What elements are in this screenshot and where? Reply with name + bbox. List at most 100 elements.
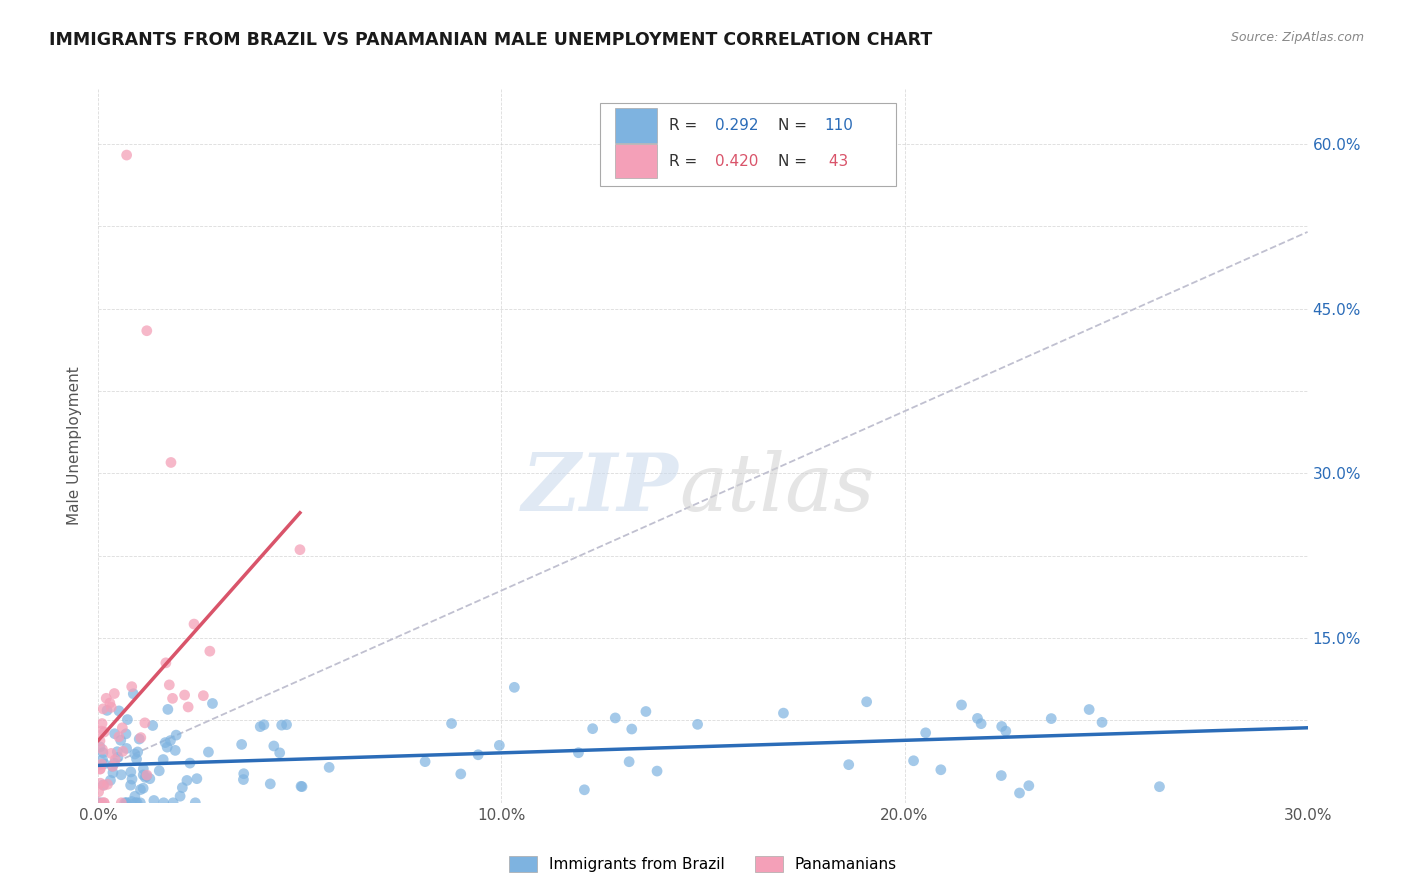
Point: [104, 753, 127, 767]
Point: [184, 796, 207, 810]
Point: [134, 715, 156, 730]
Text: ZIP: ZIP: [522, 450, 679, 527]
Point: [115, 741, 138, 756]
Point: [155, 736, 177, 750]
Y-axis label: Male Unemployment: Male Unemployment: [67, 367, 83, 525]
Point: [132, 762, 155, 776]
Point: [110, 733, 132, 747]
Point: [93, 796, 115, 810]
Point: [152, 796, 174, 810]
Point: [440, 716, 463, 731]
Point: [903, 754, 925, 768]
Text: N =: N =: [778, 118, 811, 133]
Point: [990, 719, 1012, 733]
Text: N =: N =: [778, 153, 811, 169]
Point: [165, 728, 187, 742]
Point: [96, 691, 118, 706]
Point: [645, 764, 668, 778]
Text: R =: R =: [669, 118, 702, 133]
Point: [605, 711, 627, 725]
Point: [173, 688, 195, 702]
Point: [193, 689, 215, 703]
Point: [263, 739, 285, 753]
Point: [93, 756, 115, 771]
Point: [107, 750, 129, 764]
Point: [121, 772, 143, 786]
Point: [413, 755, 436, 769]
Point: [567, 746, 589, 760]
Point: [186, 772, 208, 786]
Text: atlas: atlas: [679, 450, 875, 527]
Point: [772, 706, 794, 720]
Point: [291, 780, 314, 794]
Point: [253, 718, 276, 732]
Point: [634, 705, 657, 719]
Point: [111, 721, 134, 735]
Point: [89, 776, 111, 790]
FancyBboxPatch shape: [600, 103, 897, 186]
Point: [100, 700, 122, 714]
Point: [276, 717, 298, 731]
Point: [156, 702, 179, 716]
Point: [90, 796, 112, 810]
Point: [686, 717, 709, 731]
Point: [232, 766, 254, 780]
Point: [128, 732, 150, 747]
Point: [132, 768, 155, 782]
Point: [132, 781, 155, 796]
Point: [89, 739, 111, 754]
Point: [108, 730, 131, 744]
Point: [110, 768, 132, 782]
Point: [135, 324, 157, 338]
Point: [617, 755, 640, 769]
Point: [101, 759, 124, 773]
Point: [93, 725, 115, 739]
Point: [129, 782, 152, 797]
Point: [270, 718, 292, 732]
Point: [450, 767, 472, 781]
Text: R =: R =: [669, 153, 702, 169]
Point: [582, 722, 605, 736]
Point: [91, 752, 114, 766]
Point: [129, 796, 152, 810]
Point: [290, 780, 312, 794]
Point: [201, 697, 224, 711]
Point: [929, 763, 952, 777]
Point: [198, 644, 221, 658]
Point: [139, 772, 162, 786]
Point: [115, 727, 138, 741]
Point: [176, 773, 198, 788]
Point: [1040, 712, 1063, 726]
Point: [87, 785, 110, 799]
Point: [162, 691, 184, 706]
Point: [115, 796, 138, 810]
Point: [179, 756, 201, 770]
Point: [467, 747, 489, 762]
Point: [87, 796, 110, 810]
Point: [101, 759, 124, 773]
Point: [124, 796, 146, 810]
Point: [574, 782, 596, 797]
Point: [172, 780, 194, 795]
Point: [152, 753, 174, 767]
Point: [91, 746, 114, 760]
Point: [101, 765, 124, 780]
Point: [103, 686, 125, 700]
Point: [127, 745, 149, 759]
Point: [90, 757, 112, 772]
Point: [96, 703, 118, 717]
Point: [90, 724, 112, 739]
Point: [165, 743, 187, 757]
Point: [108, 704, 131, 718]
Point: [162, 796, 184, 810]
Point: [135, 769, 157, 783]
Point: [103, 756, 125, 771]
Text: 43: 43: [824, 153, 848, 169]
Point: [148, 764, 170, 778]
Point: [1091, 715, 1114, 730]
Point: [503, 681, 526, 695]
Point: [124, 747, 146, 761]
Point: [183, 617, 205, 632]
Point: [142, 793, 165, 807]
Point: [259, 777, 281, 791]
